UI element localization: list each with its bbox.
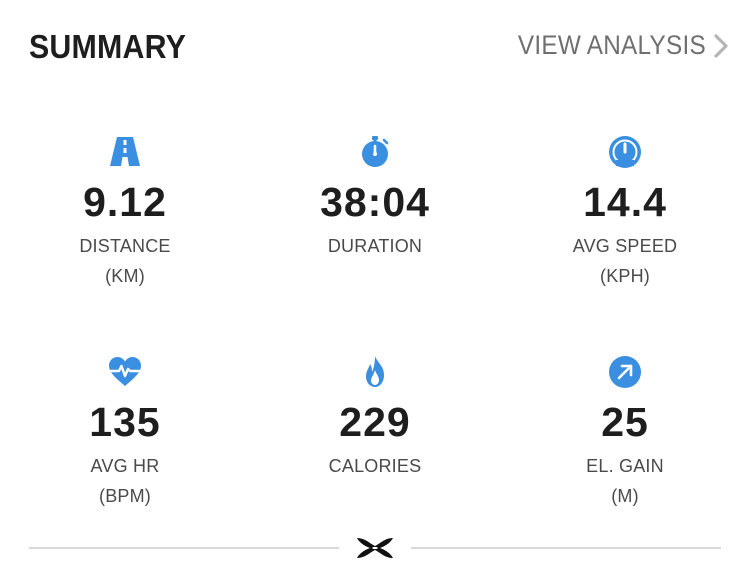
stat-distance: 9.12 DISTANCE (KM) [15,135,235,287]
summary-header: SUMMARY VIEW ANALYSIS [0,0,744,95]
stat-calories: 229 CALORIES [265,355,485,485]
duration-label: DURATION [327,236,423,256]
road-icon [110,137,140,166]
avg-hr-unit: (BPM) [99,486,151,506]
under-armour-logo-icon [357,538,393,558]
view-analysis-label[interactable]: VIEW ANALYSIS [517,30,706,60]
stat-duration: 38:04 DURATION [265,135,485,265]
elevation-arrow-icon [609,356,641,388]
avg-speed-label: AVG SPEED [572,236,678,256]
heart-rate-icon [109,357,141,386]
view-analysis-link[interactable]: VIEW ANALYSIS [497,30,730,61]
avg-hr-value: 135 [89,399,161,445]
avg-speed-value: 14.4 [583,179,667,225]
avg-hr-label: AVG HR [90,456,160,476]
elevation-gain-value: 25 [601,399,649,445]
flame-icon [366,356,384,387]
stat-elevation-gain: 25 EL. GAIN (M) [515,355,735,507]
distance-label: DISTANCE [79,236,171,256]
elevation-gain-label: EL. GAIN [586,456,664,476]
footer-divider-left [29,547,339,549]
stat-avg-hr: 135 AVG HR (BPM) [15,355,235,507]
calories-value: 229 [339,399,411,445]
duration-value: 38:04 [320,179,430,225]
distance-value: 9.12 [83,179,167,225]
calories-label: CALORIES [328,456,422,476]
avg-speed-unit: (KPH) [600,266,650,286]
stat-avg-speed: 14.4 AVG SPEED (KPH) [515,135,735,287]
chevron-right-icon[interactable] [712,33,730,59]
distance-unit: (KM) [105,266,145,286]
page-title: SUMMARY [29,28,187,65]
footer-divider-right [411,547,721,549]
elevation-gain-unit: (M) [611,486,639,506]
stopwatch-icon [362,136,389,167]
speedometer-icon [609,136,641,168]
